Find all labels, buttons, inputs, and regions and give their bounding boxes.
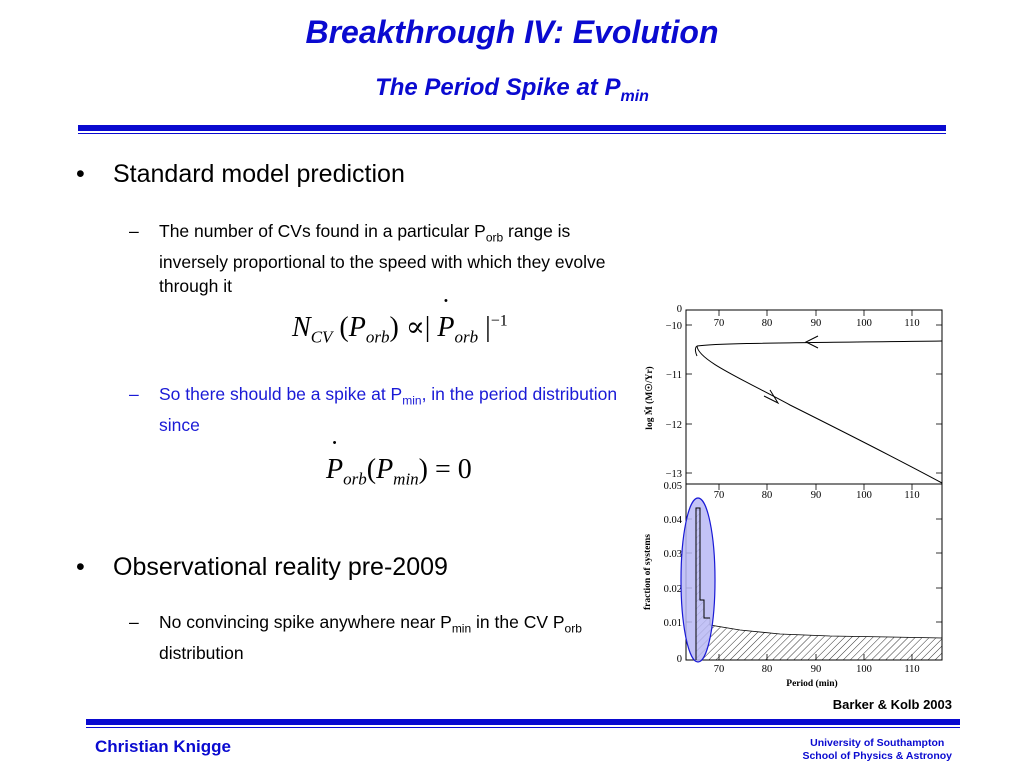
bottom-xtick-top-label: 80 bbox=[762, 490, 773, 501]
top-ylabel: log Ṁ (M☉/Yr) bbox=[643, 366, 655, 429]
bottom-xtick-label: 80 bbox=[762, 664, 773, 675]
histogram-fill bbox=[695, 509, 943, 661]
top-xtick-label: 70 bbox=[714, 318, 725, 329]
bottom-xtick-label: 100 bbox=[856, 664, 872, 675]
spike-highlight bbox=[680, 497, 716, 663]
top-ytick-label: −13 bbox=[666, 469, 682, 480]
top-ytick-label: −10 bbox=[666, 321, 682, 332]
mdot-turn bbox=[694, 345, 698, 357]
top-ytick-label: −11 bbox=[666, 370, 682, 381]
slide-subtitle: The Period Spike at Pmin bbox=[375, 74, 649, 105]
dash-mark: – bbox=[129, 221, 139, 241]
top-panel-frame bbox=[685, 309, 943, 485]
equation-ncv: NCV (Porb) ∝| Porb |−1 bbox=[292, 310, 508, 348]
top-panel-ticks bbox=[686, 310, 942, 474]
arrow-left bbox=[804, 335, 819, 349]
top-xtick-label: 90 bbox=[811, 318, 822, 329]
figure-caption: Barker & Kolb 2003 bbox=[832, 697, 952, 712]
bottom-ytick-label: 0.03 bbox=[664, 549, 682, 560]
bottom-xtick-label: 110 bbox=[904, 664, 919, 675]
top-xtick-label: 100 bbox=[856, 318, 872, 329]
header-divider-thin bbox=[78, 133, 946, 134]
bullet-dot: • bbox=[76, 160, 85, 188]
top-ytick-label: −12 bbox=[666, 420, 682, 431]
top-xtick-label: 110 bbox=[904, 318, 919, 329]
header-divider bbox=[78, 125, 946, 131]
bottom-xlabel: Period (min) bbox=[786, 678, 837, 689]
bottom-ytick-label: 0.05 bbox=[664, 481, 682, 492]
bullet-dot: • bbox=[76, 553, 85, 581]
footer-divider bbox=[86, 719, 960, 725]
subpoint-text: No convincing spike anywhere near Pmin i… bbox=[159, 612, 582, 663]
mdot-lower-track bbox=[696, 345, 943, 484]
subpoint-text: So there should be a spike at Pmin, in t… bbox=[159, 384, 618, 435]
bottom-xtick-top-label: 100 bbox=[856, 490, 872, 501]
slide-title: Breakthrough IV: Evolution bbox=[305, 14, 719, 50]
footer-institution: University of Southampton School of Phys… bbox=[802, 737, 952, 763]
bottom-ytick-label: 0.04 bbox=[664, 515, 683, 526]
bottom-xtick-top-label: 90 bbox=[811, 490, 822, 501]
dash-mark: – bbox=[129, 384, 139, 404]
bottom-ytick-label: 0.02 bbox=[664, 584, 682, 595]
institution-line-2: School of Physics & Astronoy bbox=[802, 750, 952, 762]
equation-pdot-zero: Porb(Pmin) = 0 bbox=[326, 454, 472, 490]
subpoint-text: The number of CVs found in a particular … bbox=[159, 221, 606, 296]
mdot-upper-track bbox=[696, 340, 943, 347]
footer-divider-thin bbox=[86, 727, 960, 728]
arrow-down bbox=[763, 389, 780, 405]
bottom-xtick-top-label: 110 bbox=[904, 490, 919, 501]
bullet-text: Observational reality pre-2009 bbox=[113, 553, 448, 581]
footer-author: Christian Knigge bbox=[95, 737, 232, 756]
bottom-xtick-label: 90 bbox=[811, 664, 822, 675]
bullet-text: Standard model prediction bbox=[113, 160, 405, 188]
dash-mark: – bbox=[129, 612, 139, 632]
top-ytick-label: 0 bbox=[677, 304, 682, 315]
bottom-ytick-label: 0.01 bbox=[664, 618, 682, 629]
bottom-xtick-label: 70 bbox=[714, 664, 725, 675]
bottom-ytick-label: 0 bbox=[677, 654, 682, 665]
histogram-spike bbox=[695, 507, 710, 660]
top-xtick-label: 80 bbox=[762, 318, 773, 329]
bottom-xtick-top-label: 70 bbox=[714, 490, 725, 501]
bottom-ylabel: fraction of systems bbox=[643, 534, 653, 610]
period-evolution-figure: 0 −10 −11 −12 −13 70 80 90 100 110 log Ṁ… bbox=[643, 304, 943, 689]
institution-line-1: University of Southampton bbox=[810, 737, 945, 749]
